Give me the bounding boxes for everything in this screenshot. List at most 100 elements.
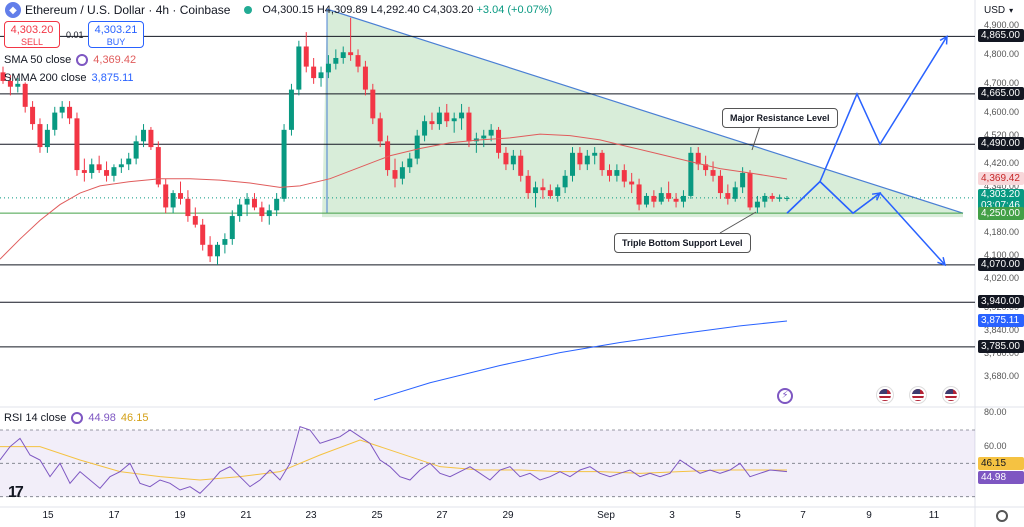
projection-arrowhead xyxy=(939,35,948,45)
sma50-label: SMA 50 close xyxy=(4,54,72,66)
symbol-title[interactable]: Ethereum / U.S. Dollar · 4h · Coinbase xyxy=(25,3,231,17)
candle-body xyxy=(584,155,590,165)
time-tick-label: 7 xyxy=(800,510,806,521)
candle-body xyxy=(237,204,243,217)
candle-body xyxy=(525,175,531,194)
candle-body xyxy=(325,63,331,73)
chevron-down-icon: ▾ xyxy=(1009,5,1014,15)
us-flag-event-icon[interactable] xyxy=(877,387,893,403)
candle-body xyxy=(67,106,73,119)
candle-body xyxy=(52,112,58,130)
time-tick-label: 15 xyxy=(42,510,54,521)
candle-body xyxy=(629,181,635,185)
price-tick-label: 3,760.00 xyxy=(984,348,1020,358)
candle-body xyxy=(104,170,110,176)
candle-body xyxy=(185,198,191,217)
support-callout: Triple Bottom Support Level xyxy=(614,233,751,253)
candle-body xyxy=(89,164,95,173)
time-tick-label: 11 xyxy=(928,510,940,521)
price-tick-label: 4,420.00 xyxy=(984,158,1020,169)
candle-body xyxy=(155,147,161,185)
level-price-label: 3,940.00 xyxy=(978,295,1024,309)
candle-body xyxy=(259,207,265,217)
candle-body xyxy=(59,106,65,113)
us-flag-event-icon[interactable] xyxy=(943,387,959,403)
candle-body xyxy=(592,152,598,156)
candle-body xyxy=(392,170,398,179)
smma200-label: SMMA 200 close xyxy=(4,72,87,84)
candle-body xyxy=(651,195,657,202)
currency-label: USD xyxy=(984,4,1006,16)
currency-selector[interactable]: USD ▾ xyxy=(976,0,1024,20)
candle-body xyxy=(170,193,176,208)
candle-body xyxy=(606,170,612,176)
candle-body xyxy=(747,172,753,208)
candle-body xyxy=(81,170,87,173)
time-tick-label: Sep xyxy=(597,510,615,521)
market-open-status-icon xyxy=(244,6,253,14)
resistance-callout: Major Resistance Level xyxy=(722,108,838,128)
candle-body xyxy=(207,244,213,257)
candle-body xyxy=(303,46,309,67)
candle-body xyxy=(318,72,324,79)
candle-body xyxy=(673,198,679,202)
candle-body xyxy=(200,224,206,245)
buy-button[interactable]: 4,303.21 BUY xyxy=(88,21,144,48)
sma50-line xyxy=(0,133,788,260)
sell-button[interactable]: 4,303.20 SELL xyxy=(4,21,60,48)
candle-body xyxy=(769,195,775,199)
candle-body xyxy=(658,193,664,202)
candle-body xyxy=(178,193,184,199)
candle-body xyxy=(688,152,694,196)
candle-body xyxy=(436,112,442,125)
time-tick-label: 9 xyxy=(866,510,872,521)
candle-body xyxy=(0,72,6,81)
candle-body xyxy=(481,135,487,139)
candle-body xyxy=(74,118,80,171)
candle-body xyxy=(451,118,457,122)
lightning-event-icon[interactable]: ⚡ xyxy=(777,388,793,404)
price-tick-label: 4,340.00 xyxy=(984,181,1020,192)
candle-body xyxy=(251,198,257,208)
level-price-label: 4,865.00 xyxy=(978,29,1024,43)
candle-body xyxy=(444,112,450,122)
gear-icon[interactable] xyxy=(996,510,1008,522)
candle-body xyxy=(725,193,731,199)
price-tick-label: 4,700.00 xyxy=(984,77,1020,88)
sma50-legend[interactable]: SMA 50 close 4,369.42 xyxy=(4,54,136,66)
candle-body xyxy=(570,152,576,176)
us-flag-event-icon[interactable] xyxy=(910,387,926,403)
rsi-tick-label: 80.00 xyxy=(984,407,1007,418)
projection-arrowhead xyxy=(937,256,947,267)
candle-body xyxy=(148,129,154,148)
candle-body xyxy=(695,152,701,165)
candle-body xyxy=(296,46,302,90)
candle-body xyxy=(429,121,435,125)
candle-body xyxy=(562,175,568,188)
candle-body xyxy=(540,187,546,191)
candle-body xyxy=(488,129,494,136)
candle-body xyxy=(547,190,553,196)
candle-body xyxy=(414,135,420,159)
rsi-ma-price-label: 46.15 xyxy=(978,456,1024,470)
price-tick-label: 4,800.00 xyxy=(984,49,1020,60)
sell-label: SELL xyxy=(20,37,44,47)
rsi-settings-icon[interactable] xyxy=(71,412,84,424)
sma50-settings-icon[interactable] xyxy=(76,54,89,66)
price-tick-label: 4,520.00 xyxy=(984,129,1020,140)
candle-body xyxy=(614,170,620,176)
candle-body xyxy=(355,55,361,67)
candle-body xyxy=(533,187,539,194)
smma200-legend[interactable]: SMMA 200 close 3,875.11 xyxy=(4,72,134,84)
candle-body xyxy=(710,170,716,176)
sma50-price-label: 4,369.42 xyxy=(978,171,1024,185)
candle-body xyxy=(518,155,524,176)
rsi-legend[interactable]: RSI 14 close 44.98 46.15 xyxy=(4,412,148,424)
candle-body xyxy=(643,195,649,205)
level-price-label: 4,070.00 xyxy=(978,257,1024,271)
support-price-label: 4,250.00 xyxy=(978,207,1024,221)
candle-body xyxy=(133,141,139,159)
candle-body xyxy=(385,141,391,171)
candle-body xyxy=(44,129,50,148)
